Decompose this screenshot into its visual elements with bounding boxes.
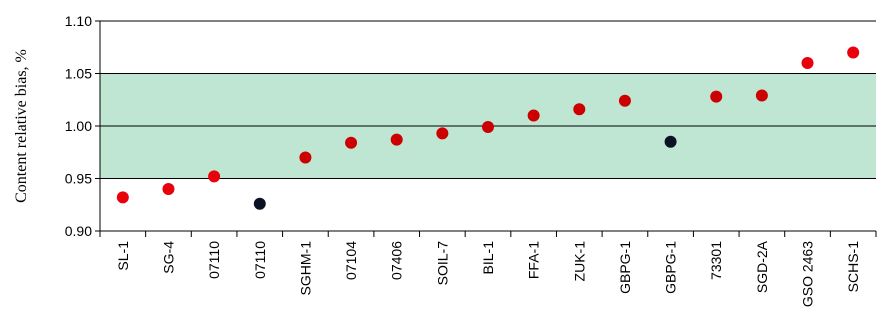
data-point xyxy=(208,170,221,183)
data-point xyxy=(116,191,129,204)
x-tick-label: GSO 2463 xyxy=(800,241,816,307)
y-tick-label: 1.00 xyxy=(65,118,92,134)
data-point xyxy=(162,183,175,195)
x-tick-label: FFA-1 xyxy=(526,241,542,279)
data-point xyxy=(527,109,540,122)
x-tick-label: SCHS-1 xyxy=(845,241,861,293)
x-tick-label: GBPG-1 xyxy=(617,241,633,294)
x-tick-label: 07406 xyxy=(389,241,405,280)
x-tick-label: 07110 xyxy=(252,241,268,279)
data-point xyxy=(345,136,358,149)
x-tick-label: 07104 xyxy=(343,241,359,280)
data-point xyxy=(755,89,768,102)
data-point xyxy=(436,127,449,140)
x-tick-label: SOIL-7 xyxy=(434,241,450,286)
x-tick-label: SL-1 xyxy=(115,241,131,271)
x-tick-label: ZUK-1 xyxy=(571,241,587,282)
data-point xyxy=(573,103,586,116)
x-tick-label: SGD-2A xyxy=(754,240,770,293)
data-point xyxy=(253,197,266,210)
data-point xyxy=(664,135,677,148)
data-point xyxy=(801,57,814,69)
y-tick-label: 1.05 xyxy=(65,66,92,82)
y-tick-label: 0.90 xyxy=(65,223,92,239)
x-tick-label: SG-4 xyxy=(160,241,176,274)
y-axis-label: Content relative bias, % xyxy=(13,49,30,203)
plot-area: 0.90 0.95 1.00 1.05 1.10 SL-1 SG-4 07110 07110 SG… xyxy=(65,13,877,307)
x-tick-label: BIL-1 xyxy=(480,241,496,275)
data-point xyxy=(847,46,860,59)
x-tick-label: SGHM-1 xyxy=(297,241,313,296)
data-point xyxy=(299,151,312,164)
x-tick-label: 07110 xyxy=(206,241,222,279)
y-tick-label: 1.10 xyxy=(65,13,92,29)
y-tick-label: 0.95 xyxy=(65,171,92,187)
data-point xyxy=(390,133,403,146)
data-point xyxy=(482,121,494,134)
data-point xyxy=(710,90,723,103)
data-point xyxy=(618,94,631,107)
x-tick-label: GBPG-1 xyxy=(663,241,679,294)
x-tick-label: 73301 xyxy=(708,241,724,280)
